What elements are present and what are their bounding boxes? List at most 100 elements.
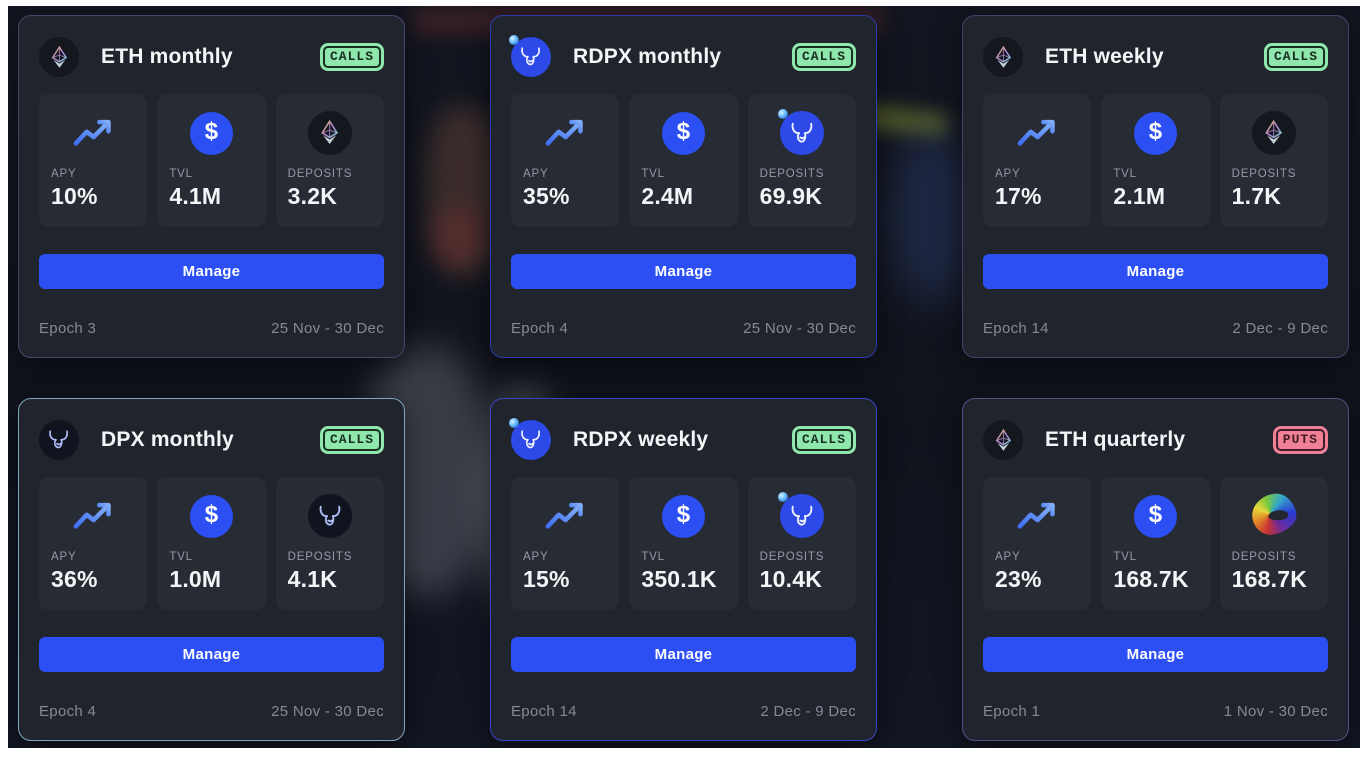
- vaults-grid: ETH monthly CALLS: [8, 6, 1360, 748]
- deposits-value: 3.2K: [287, 183, 338, 209]
- vault-card-rdpx-monthly: RDPX monthly CALLS: [490, 15, 877, 358]
- dates-label: 25 Nov - 30 Dec: [271, 703, 384, 720]
- manage-button[interactable]: Manage: [511, 637, 856, 672]
- side-badge: CALLS: [791, 43, 856, 71]
- r-dot-icon: [509, 418, 519, 428]
- apy-value: 23%: [995, 566, 1042, 592]
- side-badge-label: CALLS: [322, 46, 381, 68]
- tvl-tile: $ TVL 1.0M: [157, 477, 266, 610]
- side-badge-label: CALLS: [322, 429, 381, 451]
- tvl-label: TVL: [169, 168, 193, 180]
- dollar-icon: $: [1133, 494, 1177, 538]
- side-badge: CALLS: [1263, 43, 1328, 71]
- side-badge: CALLS: [319, 43, 384, 71]
- rdpx-token-icon: [777, 109, 824, 155]
- apy-value: 17%: [995, 183, 1042, 209]
- deposits-label: DEPOSITS: [759, 168, 825, 180]
- card-header: ETH weekly CALLS: [983, 36, 1328, 78]
- deposits-label: DEPOSITS: [287, 168, 353, 180]
- vault-title: ETH monthly: [101, 45, 233, 68]
- vault-title: ETH quarterly: [1045, 428, 1186, 451]
- dollar-icon: $: [661, 111, 705, 155]
- trend-up-icon: [1017, 119, 1055, 146]
- card-footer: Epoch 14 2 Dec - 9 Dec: [983, 320, 1328, 337]
- tvl-tile: $ TVL 350.1K: [629, 477, 738, 610]
- apy-tile: APY 10%: [39, 94, 148, 227]
- dollar-icon: $: [189, 111, 233, 155]
- tvl-value: 2.4M: [641, 183, 694, 209]
- background-art-blob: [433, 206, 483, 266]
- tvl-label: TVL: [641, 551, 665, 563]
- dates-label: 1 Nov - 30 Dec: [1223, 703, 1328, 720]
- tvl-value: 168.7K: [1113, 566, 1189, 592]
- rdpx-token-icon: [509, 418, 551, 460]
- side-badge-label: CALLS: [794, 46, 853, 68]
- vault-title: DPX monthly: [101, 428, 234, 451]
- deposits-tile: DEPOSITS 4.1K: [275, 477, 384, 610]
- tvl-tile: $ TVL 4.1M: [157, 94, 266, 227]
- manage-button[interactable]: Manage: [983, 254, 1328, 289]
- deposits-tile: DEPOSITS 3.2K: [275, 94, 384, 227]
- tvl-tile: $ TVL 2.1M: [1101, 94, 1210, 227]
- apy-label: APY: [523, 168, 549, 180]
- vault-card-eth-quarterly: ETH quarterly PUTS: [962, 398, 1349, 741]
- tvl-value: 4.1M: [169, 183, 222, 209]
- card-header: RDPX monthly CALLS: [509, 35, 856, 78]
- background-art-blob: [426, 106, 500, 276]
- dpx-token-icon: [307, 494, 352, 538]
- deposits-tile: DEPOSITS 168.7K: [1219, 477, 1328, 610]
- manage-button[interactable]: Manage: [983, 637, 1328, 672]
- apy-label: APY: [523, 551, 549, 563]
- card-footer: Epoch 1 1 Nov - 30 Dec: [983, 703, 1328, 720]
- apy-value: 10%: [51, 183, 98, 209]
- card-header: RDPX weekly CALLS: [509, 418, 856, 461]
- side-badge: PUTS: [1272, 426, 1328, 454]
- stats-row: APY 10% $ TVL 4.1M: [39, 94, 384, 227]
- dates-label: 25 Nov - 30 Dec: [271, 320, 384, 337]
- vault-title: RDPX monthly: [573, 45, 722, 68]
- card-footer: Epoch 4 25 Nov - 30 Dec: [39, 703, 384, 720]
- rdpx-token-icon: [777, 492, 824, 538]
- trend-up-icon: [1017, 502, 1055, 529]
- card-footer: Epoch 4 25 Nov - 30 Dec: [511, 320, 856, 337]
- apy-label: APY: [995, 551, 1021, 563]
- side-badge: CALLS: [791, 426, 856, 454]
- side-badge: CALLS: [319, 426, 384, 454]
- deposits-value: 1.7K: [1231, 183, 1282, 209]
- manage-button[interactable]: Manage: [511, 254, 856, 289]
- apy-tile: APY 23%: [983, 477, 1092, 610]
- deposits-label: DEPOSITS: [1231, 551, 1297, 563]
- tvl-label: TVL: [641, 168, 665, 180]
- tvl-tile: $ TVL 2.4M: [629, 94, 738, 227]
- stats-row: APY 15% $ TVL 350.1K DEPOSITS: [511, 477, 856, 610]
- stats-row: APY 35% $ TVL 2.4M DEPOSITS: [511, 94, 856, 227]
- vault-card-eth-monthly: ETH monthly CALLS: [18, 15, 405, 358]
- apy-label: APY: [51, 168, 77, 180]
- epoch-label: Epoch 14: [983, 320, 1049, 337]
- apy-value: 15%: [523, 566, 570, 592]
- apy-tile: APY 17%: [983, 94, 1092, 227]
- epoch-label: Epoch 4: [511, 320, 569, 337]
- dollar-icon: $: [1133, 111, 1177, 155]
- apy-label: APY: [995, 168, 1021, 180]
- trend-up-icon: [545, 502, 583, 529]
- deposits-tile: DEPOSITS 1.7K: [1219, 94, 1328, 227]
- r-dot-icon: [509, 35, 519, 45]
- eth-token-icon: [39, 37, 79, 77]
- epoch-label: Epoch 1: [983, 703, 1041, 720]
- 2crv-token-icon: [1248, 490, 1299, 538]
- vault-card-rdpx-weekly: RDPX weekly CALLS: [490, 398, 877, 741]
- trend-up-icon: [545, 119, 583, 146]
- tvl-value: 1.0M: [169, 566, 222, 592]
- manage-button[interactable]: Manage: [39, 254, 384, 289]
- eth-token-icon: [307, 111, 352, 155]
- apy-value: 36%: [51, 566, 98, 592]
- dates-label: 2 Dec - 9 Dec: [1232, 320, 1328, 337]
- deposits-value: 10.4K: [759, 566, 823, 592]
- vault-card-dpx-monthly: DPX monthly CALLS: [18, 398, 405, 741]
- stats-row: APY 36% $ TVL 1.0M DEPOSITS 4.: [39, 477, 384, 610]
- manage-button[interactable]: Manage: [39, 637, 384, 672]
- apy-value: 35%: [523, 183, 570, 209]
- deposits-tile: DEPOSITS 10.4K: [747, 477, 856, 610]
- vault-title: ETH weekly: [1045, 45, 1164, 68]
